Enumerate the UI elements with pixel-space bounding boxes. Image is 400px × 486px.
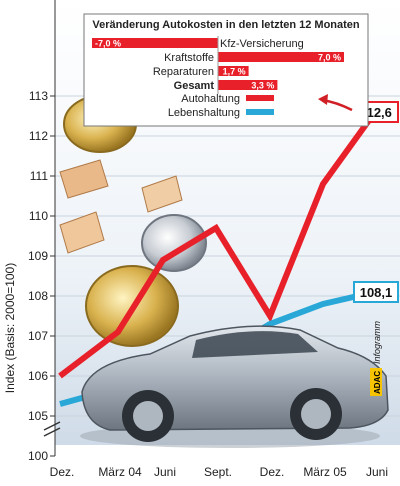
x-tick-label: März 04 [98, 465, 142, 479]
banknote-icon [59, 159, 109, 199]
y-tick-label: 113 [29, 89, 48, 103]
end-value-label: 108,1 [360, 285, 393, 300]
inset-bar-label: Gesamt [174, 80, 215, 92]
x-tick-label: Sept. [204, 465, 232, 479]
inset-bar-label: Kfz-Versicherung [220, 38, 304, 50]
inset-box: Veränderung Autokosten in den letzten 12… [83, 13, 369, 127]
x-tick-label: Juni [366, 465, 388, 479]
x-tick-label: Dez. [260, 465, 285, 479]
inset-background [83, 13, 369, 127]
y-tick-label: 112 [29, 129, 48, 143]
banknote-icon [59, 211, 105, 254]
y-tick-label: 106 [28, 369, 48, 383]
credit: ADAC Infogramm [370, 320, 382, 396]
y-tick-label: 107 [28, 329, 48, 343]
legend-swatch [246, 95, 274, 101]
legend: Autohaltung Lebenshaltung [168, 93, 274, 119]
y-tick-label: 109 [28, 249, 48, 263]
legend-swatch [246, 109, 274, 115]
car-illustration [80, 325, 389, 448]
inset-bar [218, 66, 249, 76]
inset-bar-value: -7,0 % [95, 39, 121, 49]
banknote-icon [141, 175, 183, 213]
inset-title: Veränderung Autokosten in den letzten 12… [92, 19, 360, 31]
legend-label: Autohaltung [181, 93, 240, 105]
legend-label: Lebenshaltung [168, 107, 240, 119]
inset-bar-value: 1,7 % [223, 67, 246, 77]
y-tick-label: 108 [28, 289, 48, 303]
y-tick-label: 110 [29, 209, 48, 223]
arrowhead-icon [318, 94, 328, 105]
y-tick-label: 111 [30, 169, 49, 183]
y-axis-label: Index (Basis: 2000=100) [3, 263, 17, 393]
x-tick-label: März 05 [303, 465, 347, 479]
inset-bar-label: Kraftstoffe [164, 52, 214, 64]
inset-bar [218, 52, 344, 62]
credit-suffix: Infogramm [372, 320, 382, 364]
inset-bar [218, 80, 278, 90]
x-tick-label: Dez. [50, 465, 75, 479]
axis-break-icon [43, 421, 61, 437]
y-axis-ticks: 100 105 106 107 108 109 110 111 112 113 [28, 89, 55, 463]
credit-label: ADAC [373, 371, 382, 394]
y-tick-label: 105 [28, 409, 48, 423]
x-tick-label: Juni [154, 465, 176, 479]
inset-bar-value: 3,3 % [251, 81, 274, 91]
end-value-box [353, 281, 399, 303]
inset-bar-value: 7,0 % [318, 53, 341, 63]
x-axis-tick-labels: Dez. März 04 Juni Sept. Dez. März 05 Juni [50, 465, 388, 479]
inset-bar [92, 38, 218, 48]
inset-bars: -7,0 % Kfz-Versicherung 7,0 % Kraftstoffe 1,… [92, 36, 344, 94]
inset-bar-label: Reparaturen [153, 66, 214, 78]
euro-coin-icon [141, 214, 207, 272]
y-tick-label: 100 [28, 449, 48, 463]
